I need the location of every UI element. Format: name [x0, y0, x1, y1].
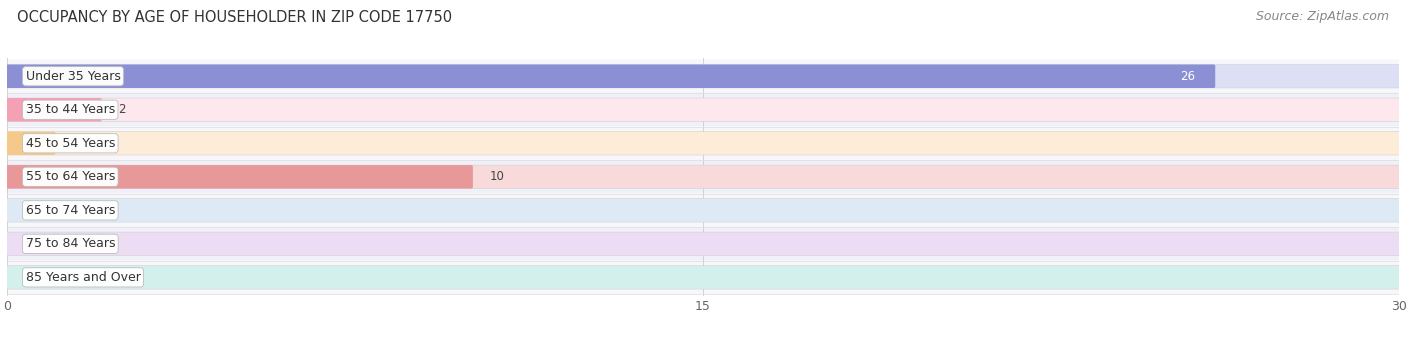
FancyBboxPatch shape — [6, 165, 1400, 189]
Text: 26: 26 — [1180, 70, 1195, 83]
Text: 35 to 44 Years: 35 to 44 Years — [25, 103, 115, 116]
FancyBboxPatch shape — [7, 260, 1399, 294]
Text: 1: 1 — [72, 137, 80, 150]
FancyBboxPatch shape — [6, 165, 472, 189]
Text: 45 to 54 Years: 45 to 54 Years — [25, 137, 115, 150]
Text: 0: 0 — [25, 237, 32, 250]
FancyBboxPatch shape — [7, 59, 1399, 93]
FancyBboxPatch shape — [7, 93, 1399, 126]
FancyBboxPatch shape — [6, 98, 101, 121]
FancyBboxPatch shape — [7, 193, 1399, 227]
Text: 65 to 74 Years: 65 to 74 Years — [25, 204, 115, 217]
Text: Under 35 Years: Under 35 Years — [25, 70, 121, 83]
Text: 2: 2 — [118, 103, 127, 116]
Text: 85 Years and Over: 85 Years and Over — [25, 271, 141, 284]
FancyBboxPatch shape — [7, 160, 1399, 193]
FancyBboxPatch shape — [6, 232, 1400, 256]
Text: 10: 10 — [489, 170, 505, 183]
FancyBboxPatch shape — [7, 227, 1399, 260]
Text: 75 to 84 Years: 75 to 84 Years — [25, 237, 115, 250]
Text: OCCUPANCY BY AGE OF HOUSEHOLDER IN ZIP CODE 17750: OCCUPANCY BY AGE OF HOUSEHOLDER IN ZIP C… — [17, 10, 451, 25]
FancyBboxPatch shape — [6, 199, 1400, 222]
FancyBboxPatch shape — [6, 132, 55, 155]
FancyBboxPatch shape — [6, 132, 1400, 155]
Text: 55 to 64 Years: 55 to 64 Years — [25, 170, 115, 183]
FancyBboxPatch shape — [6, 266, 1400, 289]
FancyBboxPatch shape — [7, 126, 1399, 160]
Text: Source: ZipAtlas.com: Source: ZipAtlas.com — [1256, 10, 1389, 23]
FancyBboxPatch shape — [6, 65, 1215, 88]
FancyBboxPatch shape — [6, 98, 1400, 121]
FancyBboxPatch shape — [6, 65, 1400, 88]
Text: 0: 0 — [25, 271, 32, 284]
Text: 0: 0 — [25, 204, 32, 217]
